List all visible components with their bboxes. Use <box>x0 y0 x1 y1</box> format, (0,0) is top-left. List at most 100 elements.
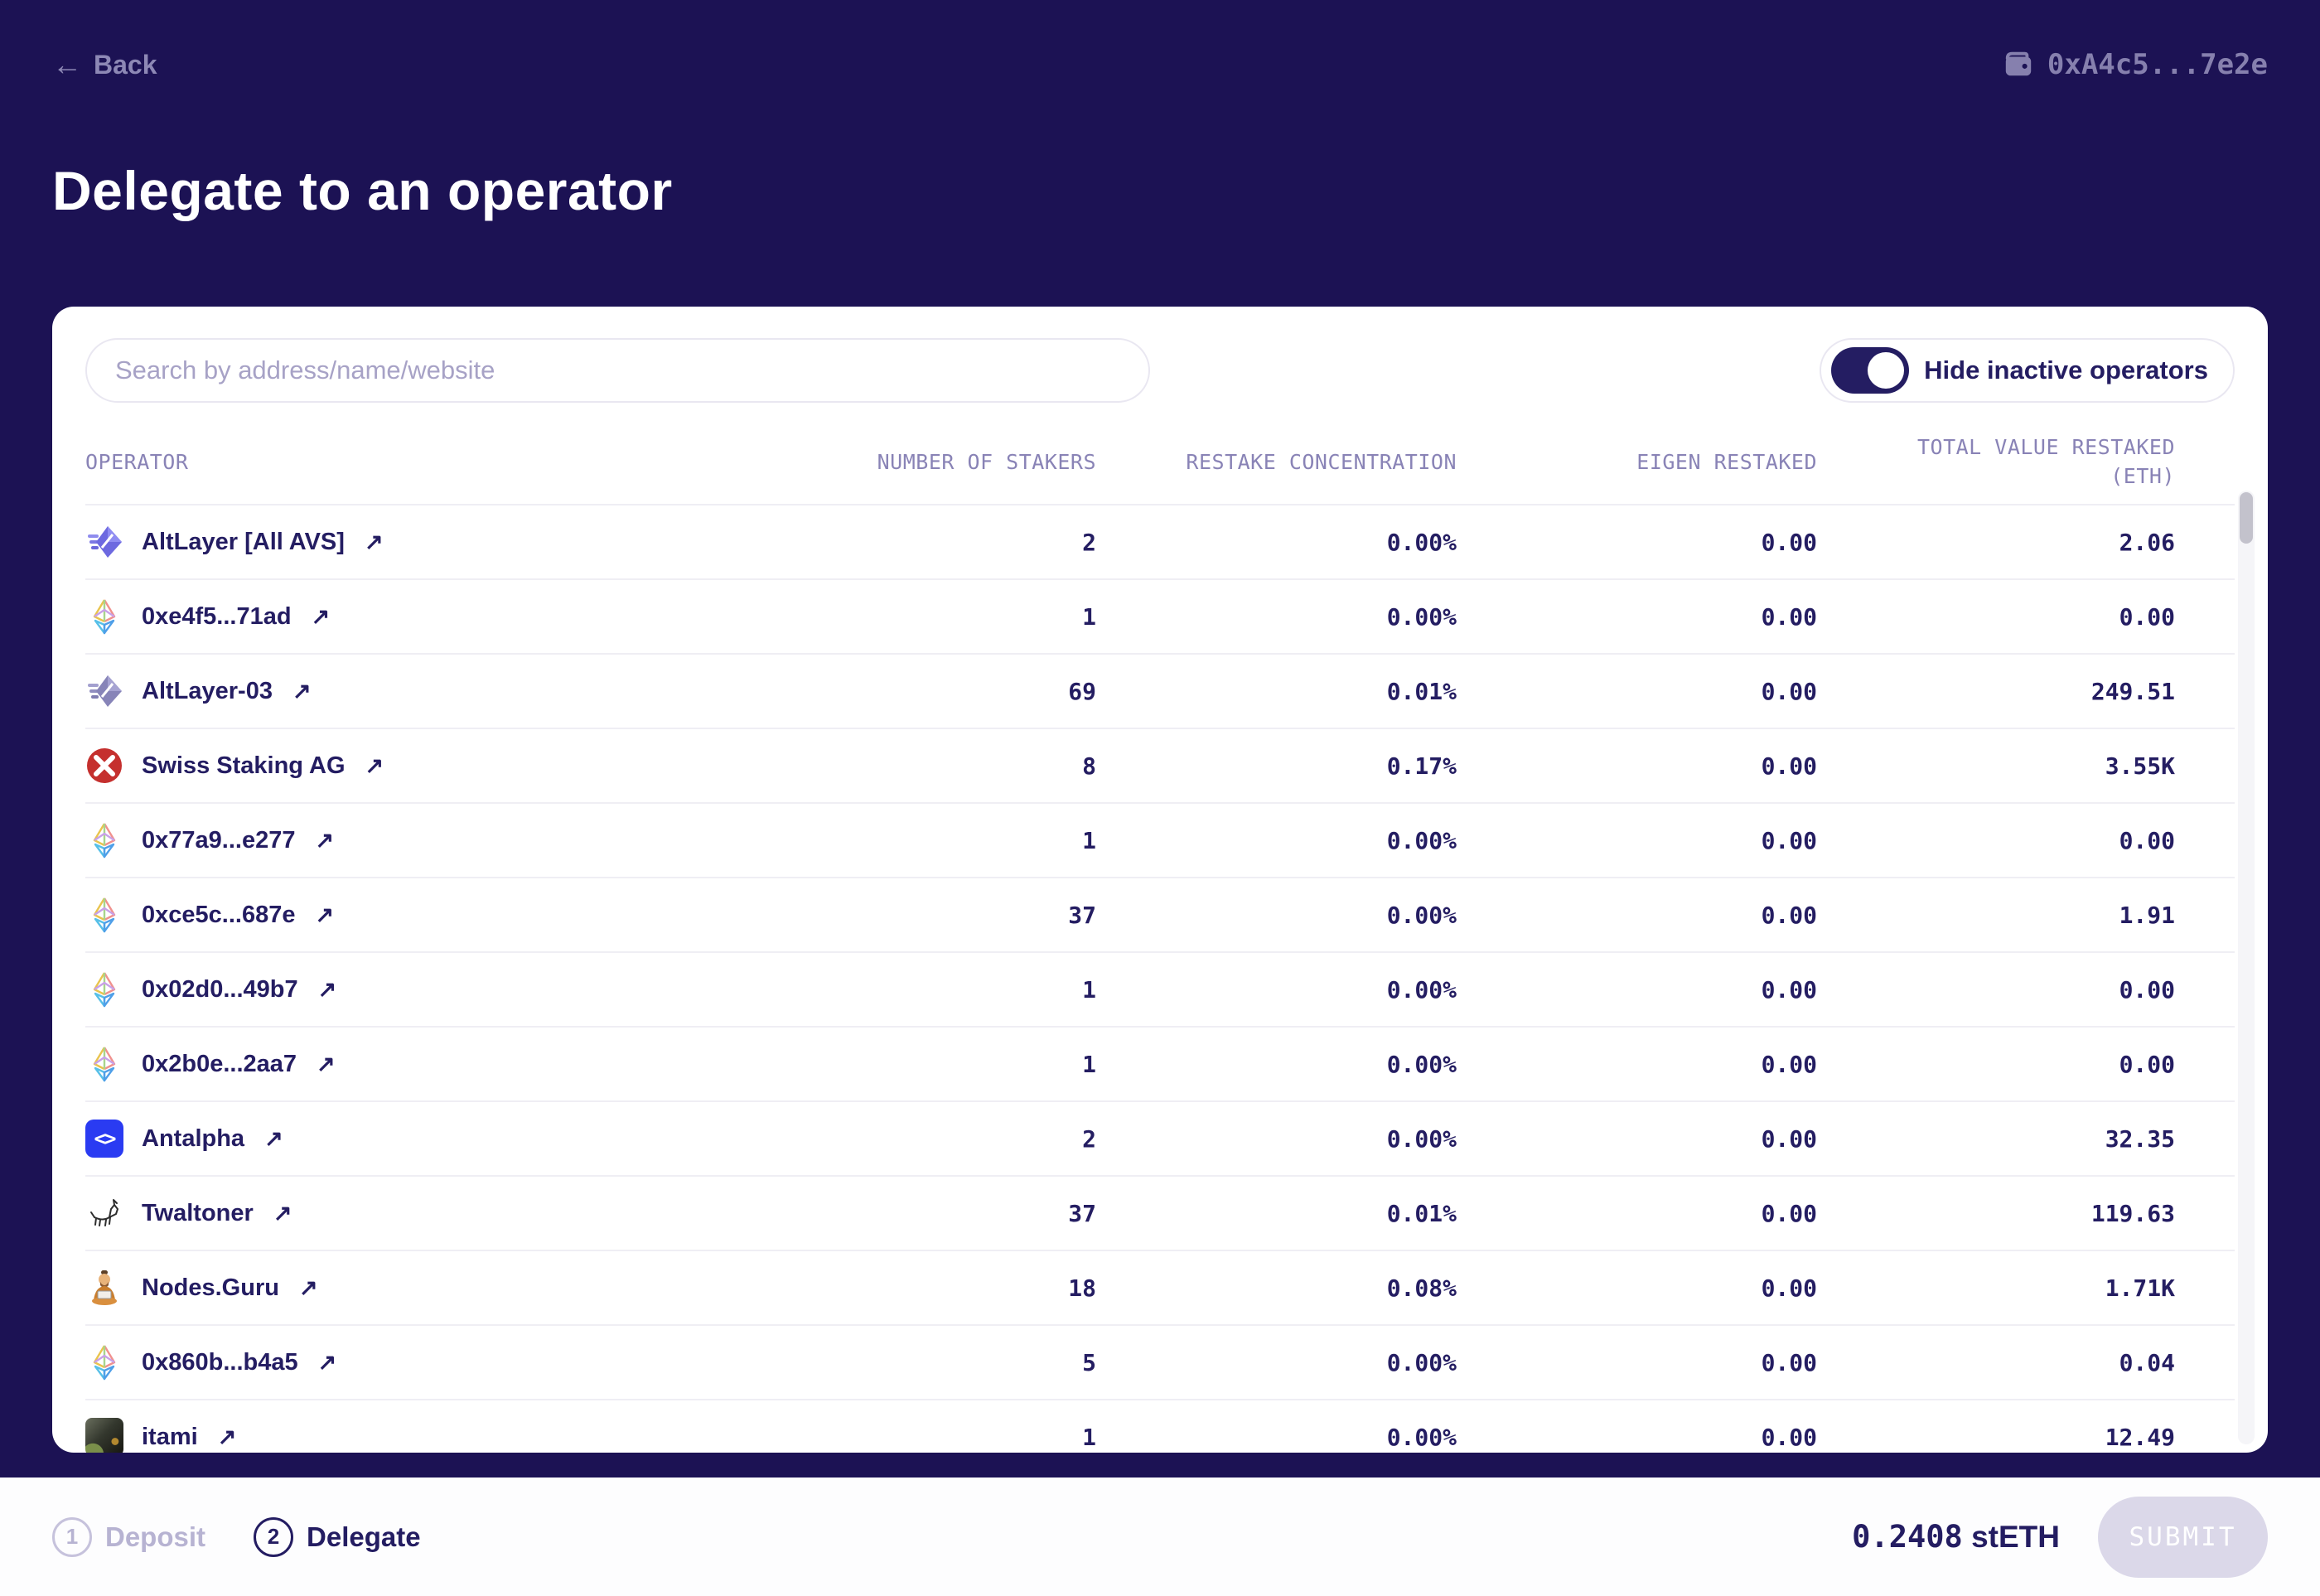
table-row[interactable]: 0x2b0e...2aa7 ↗ 1 0.00% 0.00 0.00 <box>85 1026 2235 1100</box>
table-row[interactable]: 0xce5c...687e ↗ 37 0.00% 0.00 1.91 <box>85 877 2235 951</box>
external-link-icon[interactable]: ↗ <box>273 1200 292 1226</box>
scrollbar-track[interactable] <box>2238 491 2255 1444</box>
operator-name[interactable]: Swiss Staking AG <box>142 752 346 779</box>
operator-name[interactable]: AltLayer-03 <box>142 677 273 704</box>
operator-cell[interactable]: itami ↗ <box>85 1418 732 1453</box>
nodes-guru-icon <box>85 1269 123 1307</box>
table-row[interactable]: 0x02d0...49b7 ↗ 1 0.00% 0.00 0.00 <box>85 951 2235 1026</box>
back-button[interactable]: ← Back <box>52 50 157 80</box>
external-link-icon[interactable]: ↗ <box>317 1051 336 1076</box>
external-link-icon[interactable]: ↗ <box>364 529 384 554</box>
operator-name[interactable]: Antalpha <box>142 1124 245 1152</box>
eigen-value: 0.00 <box>1761 752 1817 780</box>
external-link-icon[interactable]: ↗ <box>298 1274 318 1300</box>
operator-cell[interactable]: 0x860b...b4a5 ↗ <box>85 1343 732 1381</box>
operator-name[interactable]: 0xe4f5...71ad <box>142 602 292 630</box>
top-bar: ← Back 0xA4c5...7e2e <box>52 48 2268 81</box>
table-row[interactable]: AltLayer-03 ↗ 69 0.01% 0.00 249.51 <box>85 653 2235 728</box>
external-link-icon[interactable]: ↗ <box>317 1349 337 1375</box>
operator-name[interactable]: 0x2b0e...2aa7 <box>142 1050 297 1077</box>
table-row[interactable]: Twaltoner ↗ 37 0.01% 0.00 119.63 <box>85 1175 2235 1250</box>
operator-cell[interactable]: Twaltoner ↗ <box>85 1194 732 1232</box>
operator-cell[interactable]: 0xe4f5...71ad ↗ <box>85 597 732 636</box>
operator-name[interactable]: 0xce5c...687e <box>142 901 296 928</box>
operator-name[interactable]: AltLayer [All AVS] <box>142 528 345 555</box>
table-row[interactable]: <> Antalpha ↗ 2 0.00% 0.00 32.35 <box>85 1100 2235 1175</box>
step-deposit[interactable]: 1 Deposit <box>52 1516 205 1557</box>
search-input[interactable] <box>85 338 1150 403</box>
operator-name[interactable]: itami <box>142 1423 198 1450</box>
total-value: 119.63 <box>2090 1199 2175 1227</box>
operator-cell[interactable]: AltLayer-03 ↗ <box>85 672 732 710</box>
step-delegate[interactable]: 2 Delegate <box>254 1516 421 1557</box>
operator-cell[interactable]: AltLayer [All AVS] ↗ <box>85 523 732 561</box>
operator-cell[interactable]: 0x77a9...e277 ↗ <box>85 821 732 859</box>
table-header: OPERATOR NUMBER OF STAKERS RESTAKE CONCE… <box>85 433 2235 491</box>
table-row[interactable]: 0xe4f5...71ad ↗ 1 0.00% 0.00 0.00 <box>85 578 2235 653</box>
stakers-value: 1 <box>1082 1423 1096 1451</box>
eth-icon <box>85 597 123 636</box>
footer-bar: 1 Deposit 2 Delegate 0.2408 stETH SUBMIT <box>0 1478 2320 1596</box>
operator-name[interactable]: 0x860b...b4a5 <box>142 1348 298 1376</box>
step-number: 2 <box>254 1516 294 1557</box>
external-link-icon[interactable]: ↗ <box>217 1424 237 1449</box>
operator-cell[interactable]: Swiss Staking AG ↗ <box>85 747 732 785</box>
submit-button[interactable]: SUBMIT <box>2098 1496 2268 1578</box>
operator-name[interactable]: Nodes.Guru <box>142 1274 279 1301</box>
altlayer-muted-icon <box>85 672 123 710</box>
operator-name[interactable]: 0x02d0...49b7 <box>142 975 298 1003</box>
eth-icon <box>85 970 123 1008</box>
eigen-value: 0.00 <box>1761 1274 1817 1302</box>
operator-name[interactable]: Twaltoner <box>142 1199 254 1226</box>
concentration-value: 0.08% <box>1386 1274 1457 1302</box>
total-value: 3.55K <box>2105 752 2175 780</box>
back-label: Back <box>94 49 157 80</box>
external-link-icon[interactable]: ↗ <box>315 827 335 853</box>
concentration-value: 0.00% <box>1386 602 1457 631</box>
external-link-icon[interactable]: ↗ <box>365 752 384 778</box>
external-link-icon[interactable]: ↗ <box>264 1125 283 1151</box>
stakers-value: 1 <box>1082 602 1096 631</box>
toggle-switch[interactable] <box>1831 347 1910 394</box>
external-link-icon[interactable]: ↗ <box>315 902 335 927</box>
wallet-chip[interactable]: 0xA4c5...7e2e <box>2003 48 2268 81</box>
hide-inactive-toggle[interactable]: Hide inactive operators <box>1820 338 2235 403</box>
stakers-value: 8 <box>1082 752 1096 780</box>
operator-cell[interactable]: 0xce5c...687e ↗ <box>85 896 732 934</box>
altlayer-icon <box>85 523 123 561</box>
table-row[interactable]: Nodes.Guru ↗ 18 0.08% 0.00 1.71K <box>85 1250 2235 1324</box>
total-value: 1.91 <box>2119 901 2175 929</box>
external-link-icon[interactable]: ↗ <box>311 603 331 629</box>
col-eigen: EIGEN RESTAKED <box>1636 449 1817 474</box>
scrollbar-thumb[interactable] <box>2240 492 2253 544</box>
table-row[interactable]: itami ↗ 1 0.00% 0.00 12.49 <box>85 1399 2235 1453</box>
table-row[interactable]: 0x77a9...e277 ↗ 1 0.00% 0.00 0.00 <box>85 802 2235 877</box>
operator-name[interactable]: 0x77a9...e277 <box>142 826 296 854</box>
eth-icon <box>85 1343 123 1381</box>
stakers-value: 2 <box>1082 1124 1096 1153</box>
step-label: Delegate <box>307 1521 421 1552</box>
table-row[interactable]: Swiss Staking AG ↗ 8 0.17% 0.00 3.55K <box>85 728 2235 802</box>
page-title: Delegate to an operator <box>52 160 673 221</box>
operator-cell[interactable]: Nodes.Guru ↗ <box>85 1269 732 1307</box>
operator-cell[interactable]: <> Antalpha ↗ <box>85 1120 732 1158</box>
external-link-icon[interactable]: ↗ <box>292 678 312 704</box>
total-value: 0.00 <box>2119 975 2175 1004</box>
stakers-value: 37 <box>1068 901 1096 929</box>
eth-icon <box>85 821 123 859</box>
external-link-icon[interactable]: ↗ <box>317 976 337 1002</box>
concentration-value: 0.01% <box>1386 677 1457 705</box>
operator-table-body: AltLayer [All AVS] ↗ 2 0.00% 0.00 2.06 0xe4f5… <box>85 504 2235 1453</box>
table-row[interactable]: AltLayer [All AVS] ↗ 2 0.00% 0.00 2.06 <box>85 504 2235 578</box>
eigen-value: 0.00 <box>1761 1423 1817 1451</box>
back-arrow-icon: ← <box>52 47 82 81</box>
operator-cell[interactable]: 0x02d0...49b7 ↗ <box>85 970 732 1008</box>
panel-controls: Hide inactive operators <box>85 338 2235 403</box>
eigen-value: 0.00 <box>1761 528 1817 556</box>
col-concentration: RESTAKE CONCENTRATION <box>1186 449 1457 474</box>
amount-display: 0.2408 stETH <box>1852 1519 2060 1555</box>
stakers-value: 1 <box>1082 1050 1096 1078</box>
total-value: 32.35 <box>2105 1124 2175 1153</box>
table-row[interactable]: 0x860b...b4a5 ↗ 5 0.00% 0.00 0.04 <box>85 1324 2235 1399</box>
operator-cell[interactable]: 0x2b0e...2aa7 ↗ <box>85 1045 732 1083</box>
